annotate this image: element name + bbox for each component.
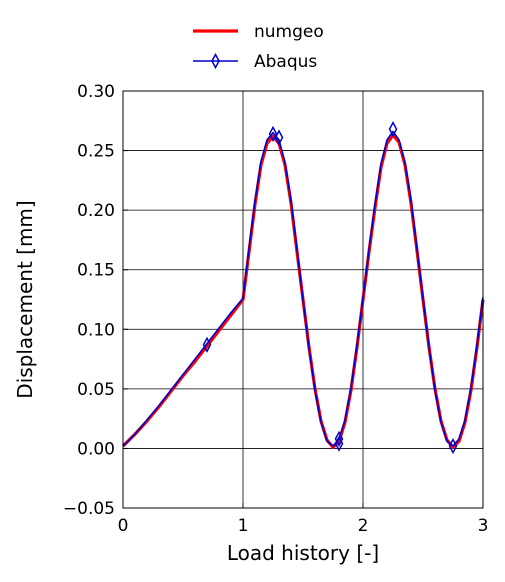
axis-ticks: 0 1 2 3 −0.05 0.00 0.05 0.10 0.15 0.20 0.25 0.30 xyxy=(63,82,489,536)
x-axis-label: Load history [-] xyxy=(227,541,379,565)
abaqus-marker xyxy=(448,437,458,455)
abaqus-marker xyxy=(268,125,278,142)
abaqus-marker xyxy=(274,129,284,146)
numgeo-series-line xyxy=(121,133,485,449)
abaqus-marker xyxy=(202,336,212,353)
series-lines xyxy=(121,130,485,449)
abaqus-series-line xyxy=(122,130,484,447)
legend: numgeo Abaqus xyxy=(193,22,324,72)
y-tick-label: 0.05 xyxy=(77,380,115,400)
x-tick-label: 2 xyxy=(358,516,369,536)
x-tick-label: 0 xyxy=(118,516,129,536)
abaqus-marker xyxy=(388,121,398,138)
abaqus-marker xyxy=(334,430,344,447)
y-axis-label: Displacement [mm] xyxy=(13,200,37,398)
x-tick-label: 1 xyxy=(238,516,249,536)
x-tick-label: 3 xyxy=(478,516,489,536)
y-tick-label: 0.20 xyxy=(77,201,115,221)
y-tick-label: −0.05 xyxy=(63,499,115,519)
abaqus-legend-label: Abaqus xyxy=(254,52,317,72)
y-tick-label: 0.00 xyxy=(77,439,115,459)
y-tick-label: 0.15 xyxy=(77,261,115,281)
y-tick-label: 0.10 xyxy=(77,320,115,340)
y-tick-label: 0.30 xyxy=(77,82,115,102)
y-tick-label: 0.25 xyxy=(77,142,115,162)
abaqus-legend-marker xyxy=(211,52,220,70)
plot-area-frame xyxy=(122,90,484,509)
series-markers xyxy=(202,121,458,455)
numgeo-legend-label: numgeo xyxy=(254,22,324,42)
